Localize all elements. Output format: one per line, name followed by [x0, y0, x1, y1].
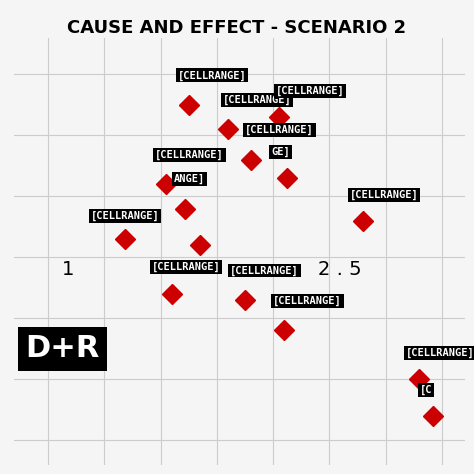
Text: [C: [C: [419, 385, 432, 395]
Text: GE]: GE]: [271, 147, 290, 157]
Text: [CELLRANGE]: [CELLRANGE]: [245, 125, 314, 136]
Text: [CELLRANGE]: [CELLRANGE]: [152, 262, 220, 272]
Text: [CELLRANGE]: [CELLRANGE]: [222, 95, 291, 105]
Text: [CELLRANGE]: [CELLRANGE]: [230, 265, 299, 275]
Text: [CELLRANGE]: [CELLRANGE]: [275, 86, 344, 96]
Text: [CELLRANGE]: [CELLRANGE]: [177, 70, 246, 81]
Text: 1: 1: [62, 260, 74, 279]
Text: CAUSE AND EFFECT - SCENARIO 2: CAUSE AND EFFECT - SCENARIO 2: [67, 19, 407, 37]
Text: [CELLRANGE]: [CELLRANGE]: [273, 296, 342, 306]
Text: [CELLRANGE]: [CELLRANGE]: [91, 210, 160, 221]
Text: [CELLRANGE]: [CELLRANGE]: [406, 348, 474, 358]
Text: ANGE]: ANGE]: [174, 174, 205, 184]
Text: D+R: D+R: [26, 334, 100, 363]
Text: 2 . 5: 2 . 5: [318, 260, 362, 279]
Text: [CELLRANGE]: [CELLRANGE]: [155, 150, 224, 160]
Text: [CELLRANGE]: [CELLRANGE]: [350, 190, 419, 200]
